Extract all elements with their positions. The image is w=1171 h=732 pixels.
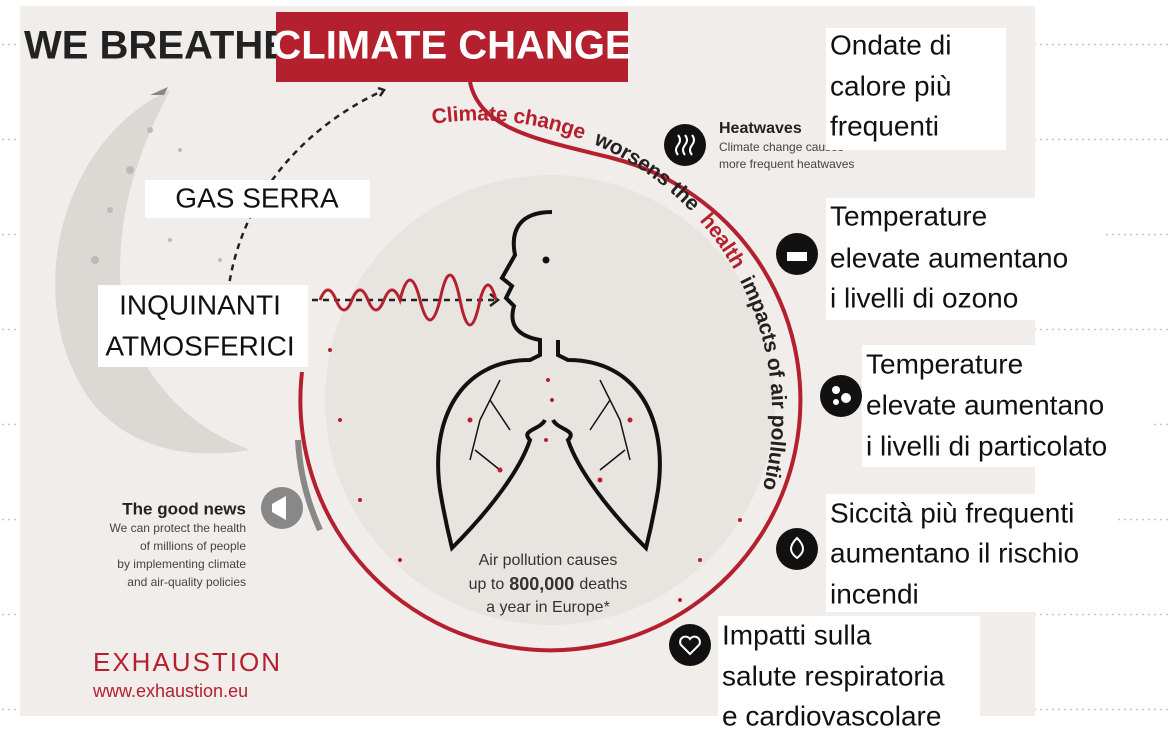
label: i livelli di ozono xyxy=(830,282,1018,313)
heatwaves-title: Heatwaves xyxy=(719,120,802,137)
label: frequenti xyxy=(830,110,939,141)
face-profile xyxy=(499,210,553,352)
label: INQUINANTI xyxy=(119,289,281,320)
center-text: up to xyxy=(469,576,505,593)
label: elevate aumentano xyxy=(830,242,1068,273)
label: elevate aumentano xyxy=(866,389,1104,420)
good-news-text: and air-quality policies xyxy=(127,575,246,589)
label-box xyxy=(826,28,1006,150)
good-news-text: of millions of people xyxy=(140,539,246,553)
ring xyxy=(298,81,803,653)
arrow-head xyxy=(489,293,501,307)
particles xyxy=(328,348,742,602)
footer-url: www.exhaustion.eu xyxy=(92,681,248,701)
right-lung xyxy=(551,340,662,552)
good-news-text: by implementing climate xyxy=(117,557,246,571)
arrow xyxy=(226,90,381,293)
label-box xyxy=(98,285,308,367)
left-lung xyxy=(436,340,547,552)
icons xyxy=(261,124,862,666)
header-prefix: WE BREATHE xyxy=(24,24,290,68)
center-line: a year in Europe* xyxy=(486,599,610,616)
label: aumentano il rischio xyxy=(830,537,1079,568)
label-box xyxy=(145,180,370,218)
label: Siccità più frequenti xyxy=(830,497,1074,528)
label: Temperature xyxy=(830,200,987,231)
pollution-wave xyxy=(318,273,498,327)
label-box xyxy=(718,616,980,732)
good-news-title: The good news xyxy=(122,499,246,518)
center-line: Air pollution causes xyxy=(479,552,618,569)
label: e cardiovascolare xyxy=(722,700,941,731)
label: Ondate di xyxy=(830,29,951,60)
center-text: deaths xyxy=(579,576,627,593)
label: Temperature xyxy=(866,348,1023,379)
bronchi xyxy=(469,379,631,471)
center-figure: 800,000 xyxy=(509,574,574,594)
plane-icon xyxy=(150,87,168,95)
label-box xyxy=(862,345,1152,467)
title-box xyxy=(276,12,628,82)
eye xyxy=(542,256,550,264)
fire-icon xyxy=(776,528,818,570)
label: ATMOSFERICI xyxy=(105,330,294,361)
label: Impatti sulla xyxy=(722,619,872,650)
label: incendi xyxy=(830,578,919,609)
particulate-icon xyxy=(820,375,862,417)
label-box xyxy=(826,198,1106,320)
grey-arc xyxy=(295,439,323,532)
footer-brand: EXHAUSTION xyxy=(93,647,282,677)
center-line: up to 800,000 deaths xyxy=(469,574,628,594)
label: calore più xyxy=(830,70,951,101)
arrow-head xyxy=(377,86,386,97)
heart-icon xyxy=(669,624,711,666)
label-box xyxy=(826,494,1116,612)
heatwaves-text: Climate change causes xyxy=(719,140,844,154)
header-title: CLIMATE CHANGE xyxy=(272,24,631,68)
label: salute respiratoria xyxy=(722,660,945,691)
good-news-text: We can protect the health xyxy=(109,521,246,535)
label: GAS SERRA xyxy=(175,182,339,213)
heatwaves-text: more frequent heatwaves xyxy=(719,157,854,171)
label: i livelli di particolato xyxy=(866,430,1107,461)
